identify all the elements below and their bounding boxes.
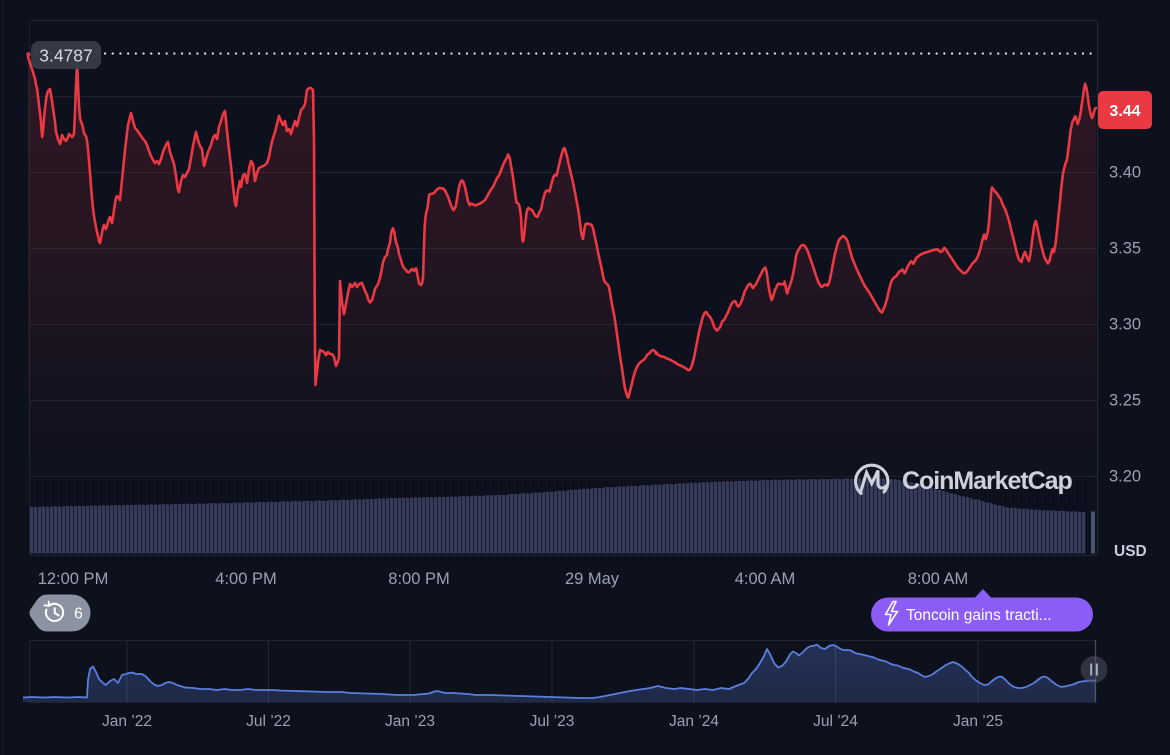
svg-text:Jan ’23: Jan ’23 [385,713,435,730]
svg-text:3.30: 3.30 [1109,316,1141,334]
svg-text:Jan ’24: Jan ’24 [669,713,719,730]
svg-text:Jul ’23: Jul ’23 [530,713,575,730]
svg-text:29 May: 29 May [565,570,620,588]
svg-text:Jan ’22: Jan ’22 [102,713,152,730]
svg-text:8:00 PM: 8:00 PM [388,570,449,588]
svg-text:3.20: 3.20 [1109,468,1141,486]
svg-text:CoinMarketCap: CoinMarketCap [902,467,1072,495]
svg-text:8:00 AM: 8:00 AM [908,570,969,588]
svg-text:4:00 PM: 4:00 PM [215,570,276,588]
svg-text:Toncoin gains tracti...: Toncoin gains tracti... [906,607,1052,624]
svg-text:Jan ’25: Jan ’25 [953,713,1003,730]
svg-text:3.35: 3.35 [1109,240,1141,258]
svg-text:3.40: 3.40 [1109,164,1141,182]
svg-text:6: 6 [74,606,83,623]
svg-text:3.44: 3.44 [1109,103,1140,120]
svg-text:3.4787: 3.4787 [39,46,93,66]
svg-text:4:00 AM: 4:00 AM [735,570,796,588]
svg-text:USD: USD [1114,543,1147,560]
svg-text:Jul ’22: Jul ’22 [246,713,291,730]
svg-text:Jul ’24: Jul ’24 [813,713,858,730]
svg-text:12:00 PM: 12:00 PM [38,570,109,588]
svg-text:3.25: 3.25 [1109,392,1141,410]
